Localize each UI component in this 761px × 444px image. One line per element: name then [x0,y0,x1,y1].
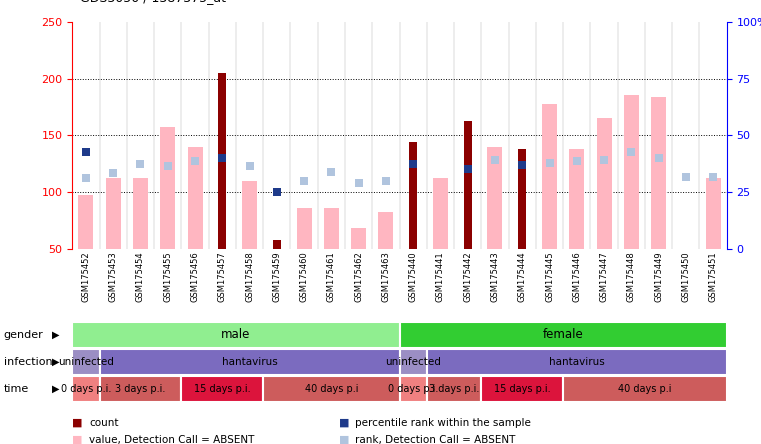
Bar [181,376,263,402]
Bar [542,104,557,249]
Text: time: time [4,384,29,394]
Bar [569,149,584,249]
Bar [78,195,94,249]
Bar [400,376,427,402]
Text: ■: ■ [72,418,83,428]
Text: female: female [543,328,584,341]
Text: ■: ■ [72,435,83,444]
Bar [427,349,727,375]
Bar [433,178,448,249]
Text: count: count [89,418,119,428]
Text: ▶: ▶ [52,384,59,394]
Text: 15 days p.i.: 15 days p.i. [194,384,250,394]
Text: ▶: ▶ [52,357,59,367]
Text: 0 days p.i.: 0 days p.i. [61,384,111,394]
Bar [72,376,100,402]
Bar [518,149,526,249]
Text: percentile rank within the sample: percentile rank within the sample [355,418,531,428]
Text: hantavirus: hantavirus [221,357,278,367]
Text: gender: gender [4,330,43,340]
Bar [705,178,721,249]
Text: 0 days p.i.: 0 days p.i. [388,384,438,394]
Text: uninfected: uninfected [385,357,441,367]
Bar [72,322,400,348]
Text: infection: infection [4,357,53,367]
Bar [263,376,400,402]
Bar [187,147,202,249]
Bar [400,349,427,375]
Bar [400,322,727,348]
Text: 40 days p.i: 40 days p.i [304,384,358,394]
Text: ■: ■ [339,418,349,428]
Text: male: male [221,328,250,341]
Bar [297,208,311,249]
Bar [324,208,339,249]
Text: hantavirus: hantavirus [549,357,605,367]
Bar [488,147,502,249]
Bar [218,73,226,249]
Bar [482,376,563,402]
Text: 15 days p.i.: 15 days p.i. [494,384,550,394]
Text: ▶: ▶ [52,330,59,340]
Text: 40 days p.i: 40 days p.i [618,384,672,394]
Bar [351,228,366,249]
Bar [427,376,482,402]
Bar [563,376,727,402]
Bar [651,97,666,249]
Bar [273,240,281,249]
Bar [409,142,417,249]
Text: ■: ■ [339,435,349,444]
Bar [624,95,638,249]
Bar [161,127,175,249]
Bar [100,349,400,375]
Bar [464,121,472,249]
Bar [106,178,121,249]
Bar [597,119,612,249]
Text: GDS3050 / 1387375_at: GDS3050 / 1387375_at [80,0,226,4]
Text: rank, Detection Call = ABSENT: rank, Detection Call = ABSENT [355,435,516,444]
Text: value, Detection Call = ABSENT: value, Detection Call = ABSENT [89,435,254,444]
Text: 3 days p.i.: 3 days p.i. [115,384,166,394]
Text: 3 days p.i.: 3 days p.i. [429,384,479,394]
Text: uninfected: uninfected [58,357,114,367]
Bar [378,212,393,249]
Bar [133,178,148,249]
Bar [100,376,181,402]
Bar [242,181,257,249]
Bar [72,349,100,375]
